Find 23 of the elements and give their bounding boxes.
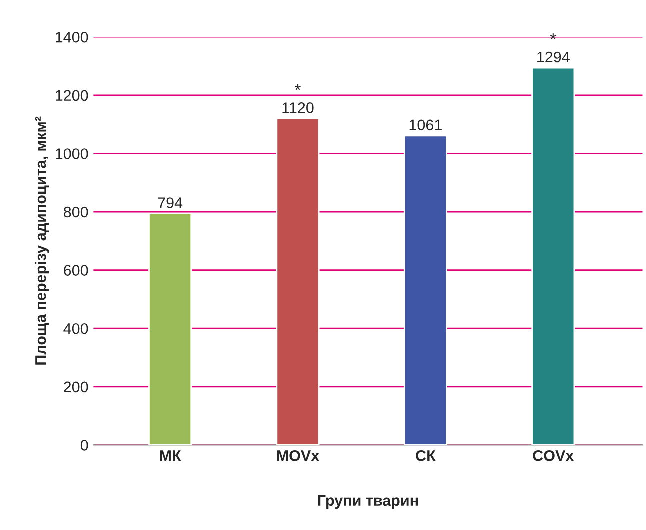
data-label: 1061: [410, 120, 442, 131]
y-tick-label: 800: [64, 206, 88, 218]
x-tick-label: COVx: [533, 450, 574, 462]
y-tick-label: 600: [64, 265, 88, 276]
y-tick-label: 0: [80, 440, 88, 451]
bar: [404, 135, 448, 446]
y-tick-label: 1200: [56, 90, 88, 102]
x-tick-label: МК: [160, 450, 182, 462]
bar: [276, 118, 320, 446]
y-tick-label: 400: [64, 323, 88, 334]
data-label: 1120: [282, 102, 314, 114]
x-axis-title: Групи тварин: [318, 495, 418, 510]
x-tick-label: СК: [416, 450, 436, 462]
y-tick-label: 1000: [56, 148, 88, 160]
data-label: 794: [158, 198, 183, 208]
bar: [148, 213, 192, 446]
y-axis-title: Площа перерізу адипоцита, мкм²: [35, 116, 50, 365]
y-tick-label: 1400: [56, 32, 88, 43]
data-label: 1294: [538, 52, 570, 63]
annotation: *: [295, 84, 301, 90]
y-tick-label: 200: [64, 382, 88, 393]
x-tick-label: MOVx: [277, 450, 320, 462]
bar: [532, 67, 576, 446]
